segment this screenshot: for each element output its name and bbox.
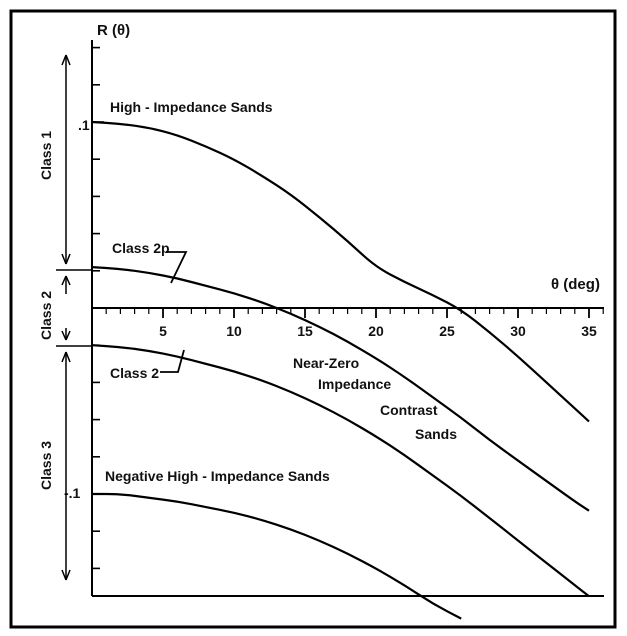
label-class-2: Class 2 xyxy=(110,365,159,381)
label-near-zero-2: Impedance xyxy=(318,376,391,392)
label-near-zero-1: Near-Zero xyxy=(293,355,359,371)
class-3-bracket: Class 3 xyxy=(38,351,71,581)
x-axis-ticks xyxy=(105,308,604,318)
class-1-bracket: Class 1 xyxy=(38,54,71,265)
class-2-side-label: Class 2 xyxy=(38,291,54,340)
label-high-impedance: High - Impedance Sands xyxy=(110,99,273,115)
x-axis-label: θ (deg) xyxy=(551,276,600,293)
class-2-leader xyxy=(160,349,185,373)
x-tick-label: 20 xyxy=(368,323,384,339)
label-near-zero-3: Contrast xyxy=(380,402,438,418)
figure-border xyxy=(9,9,617,629)
y-tick-label-pos: .1 xyxy=(78,117,90,133)
class-2-bracket: Class 2 xyxy=(38,275,71,341)
x-tick-label: 30 xyxy=(510,323,526,339)
x-tick-label: 10 xyxy=(226,323,242,339)
curve-3 xyxy=(91,344,590,598)
label-near-zero-4: Sands xyxy=(415,426,457,442)
y-axis-label: R (θ) xyxy=(97,22,130,39)
class-3-label: Class 3 xyxy=(38,441,54,490)
x-tick-label: 5 xyxy=(159,323,167,339)
curve-4 xyxy=(92,492,462,620)
curve-2 xyxy=(91,266,590,512)
curve-1 xyxy=(91,120,590,423)
x-tick-label: 35 xyxy=(581,323,597,339)
class-1-label: Class 1 xyxy=(38,131,54,180)
x-tick-label: 25 xyxy=(439,323,455,339)
y-tick-label-neg: -.1 xyxy=(64,485,81,501)
curves-group xyxy=(91,120,590,620)
x-tick-labels: 5 10 15 20 25 30 35 xyxy=(159,323,597,339)
label-class-2p: Class 2p xyxy=(112,240,170,256)
x-tick-label: 15 xyxy=(297,323,313,339)
label-negative-impedance: Negative High - Impedance Sands xyxy=(105,468,330,484)
class-2p-leader xyxy=(166,251,188,284)
